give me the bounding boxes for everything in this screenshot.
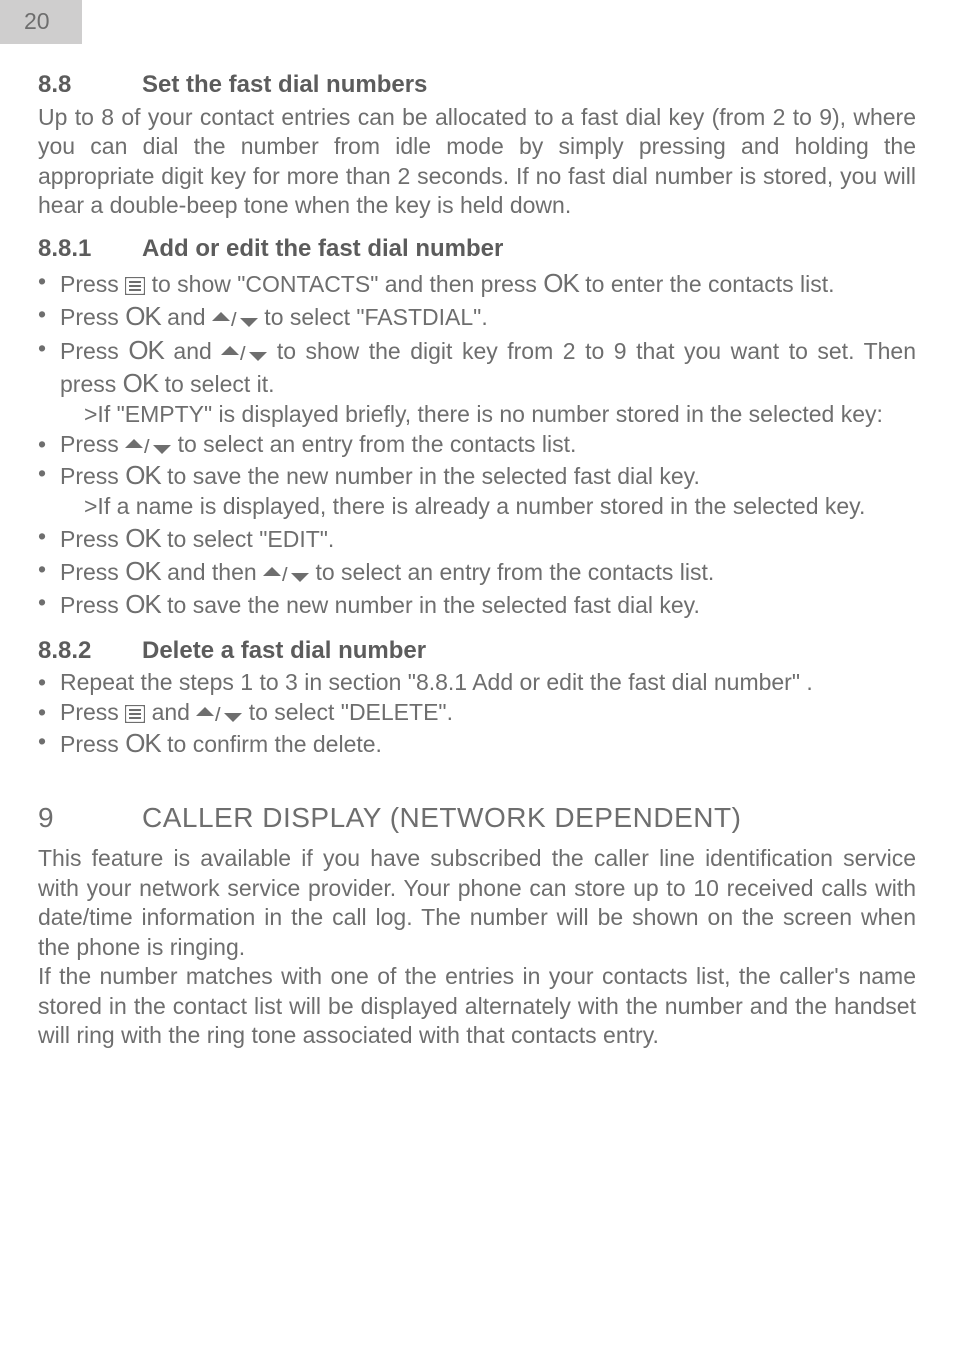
heading-8-8-1: 8.8.1 Add or edit the fast dial number — [38, 234, 916, 265]
subsection-title: Delete a fast dial number — [142, 636, 426, 667]
heading-9: 9 CALLER DISPLAY (NETWORK DEPENDENT) — [38, 800, 916, 836]
para-8-8: Up to 8 of your contact entries can be a… — [38, 103, 916, 221]
page-header: 20 — [0, 0, 82, 44]
step: Press OK to save the new number in the s… — [38, 459, 916, 522]
step: Press OK to save the new number in the s… — [38, 588, 916, 621]
menu-icon — [125, 705, 145, 723]
ok-label: OK — [125, 589, 161, 619]
step: Press OK and to show the digit key from … — [38, 334, 916, 430]
step: Press OK and to select "FASTDIAL". — [38, 300, 916, 333]
step: Press OK to select "EDIT". — [38, 522, 916, 555]
page-content: 8.8 Set the fast dial numbers Up to 8 of… — [0, 44, 954, 1050]
heading-8-8: 8.8 Set the fast dial numbers — [38, 70, 916, 101]
subsection-number: 8.8.1 — [38, 234, 142, 265]
ok-label: OK — [543, 268, 579, 298]
up-down-icon — [125, 439, 171, 455]
step: Press to select an entry from the contac… — [38, 430, 916, 459]
step: Press to show "CONTACTS" and then press … — [38, 267, 916, 300]
page-number: 20 — [24, 7, 50, 36]
section-title: CALLER DISPLAY (NETWORK DEPENDENT) — [142, 800, 741, 836]
sub-note: >If a name is displayed, there is alread… — [60, 492, 916, 521]
sub-note: >If "EMPTY" is displayed briefly, there … — [60, 400, 916, 429]
ok-label: OK — [123, 368, 159, 398]
up-down-icon — [263, 567, 309, 583]
step: Press OK to confirm the delete. — [38, 727, 916, 760]
step: Repeat the steps 1 to 3 in section "8.8.… — [38, 668, 916, 697]
subsection-number: 8.8.2 — [38, 636, 142, 667]
section-title: Set the fast dial numbers — [142, 70, 427, 101]
up-down-icon — [221, 346, 267, 362]
up-down-icon — [212, 312, 258, 328]
heading-8-8-2: 8.8.2 Delete a fast dial number — [38, 636, 916, 667]
ok-label: OK — [125, 301, 161, 331]
up-down-icon — [196, 707, 242, 723]
ok-label: OK — [125, 728, 161, 758]
ok-label: OK — [128, 335, 164, 365]
section-number: 9 — [38, 800, 142, 836]
ok-label: OK — [125, 523, 161, 553]
ok-label: OK — [125, 556, 161, 586]
section-number: 8.8 — [38, 70, 142, 101]
subsection-title: Add or edit the fast dial number — [142, 234, 503, 265]
step: Press and to select "DELETE". — [38, 698, 916, 727]
steps-8-8-2: Repeat the steps 1 to 3 in section "8.8.… — [38, 668, 916, 760]
step: Press OK and then to select an entry fro… — [38, 555, 916, 588]
steps-8-8-1: Press to show "CONTACTS" and then press … — [38, 267, 916, 621]
menu-icon — [125, 277, 145, 295]
ok-label: OK — [125, 460, 161, 490]
para-9-1: This feature is available if you have su… — [38, 844, 916, 962]
para-9-2: If the number matches with one of the en… — [38, 962, 916, 1050]
